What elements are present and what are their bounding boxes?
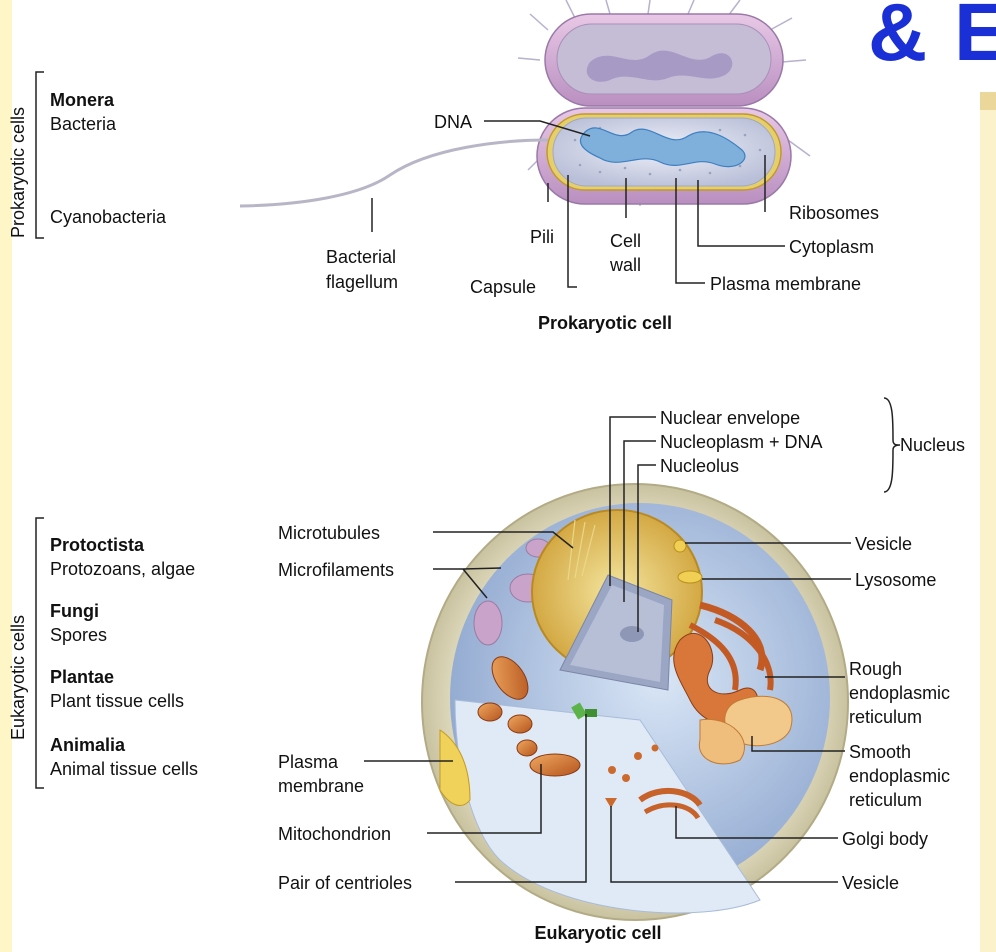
ribosome-dots bbox=[573, 126, 762, 176]
lysosome-shape bbox=[677, 570, 703, 584]
small-vesicles bbox=[605, 744, 659, 808]
microtubule-strands bbox=[567, 519, 596, 581]
kingdom-name-animalia: Animalia bbox=[50, 735, 126, 755]
smooth-er-line1: Smooth bbox=[849, 742, 911, 762]
monera-heading: Monera bbox=[50, 90, 115, 110]
vesicle-shape bbox=[673, 539, 687, 553]
prokaryotic-group-label: Prokaryotic cells bbox=[8, 107, 28, 238]
kingdom-name-fungi: Fungi bbox=[50, 601, 99, 621]
leader-lines bbox=[35, 71, 901, 883]
microfilaments-label: Microfilaments bbox=[278, 560, 394, 580]
cell-wall-label-line1: Cell bbox=[610, 231, 641, 251]
flagellum-label-line1: Bacterial bbox=[326, 247, 396, 267]
ribosomes-label: Ribosomes bbox=[789, 203, 879, 223]
cytoplasm-label: Cytoplasm bbox=[789, 237, 874, 257]
right-accent-panel bbox=[980, 92, 996, 952]
smooth-er-line3: reticulum bbox=[849, 790, 922, 810]
plasma-membrane-label: Plasma membrane bbox=[710, 274, 861, 294]
eukaryotic-group-label: Eukaryotic cells bbox=[8, 615, 28, 740]
cell-wall-label-line2: wall bbox=[609, 255, 641, 275]
centrioles-label: Pair of centrioles bbox=[278, 873, 412, 893]
mitochondrion-label: Mitochondrion bbox=[278, 824, 391, 844]
rough-er-line3: reticulum bbox=[849, 707, 922, 727]
centrioles-shape bbox=[571, 702, 597, 720]
nucleolus-shape bbox=[620, 626, 644, 642]
pili-label: Pili bbox=[530, 227, 554, 247]
kingdom-name-plantae: Plantae bbox=[50, 667, 114, 687]
nucleoplasm-label: Nucleoplasm + DNA bbox=[660, 432, 823, 452]
dna-nucleoid bbox=[579, 127, 746, 168]
upper-cell-dna-shadow bbox=[586, 50, 733, 82]
vesicle-bottom-label: Vesicle bbox=[842, 873, 899, 893]
kingdom-name-protoctista: Protoctista bbox=[50, 535, 145, 555]
rough-er-line2: endoplasmic bbox=[849, 683, 950, 703]
vacuole-1 bbox=[473, 600, 503, 646]
mitochondria-group bbox=[477, 656, 581, 777]
eukaryotic-cell-illustration bbox=[421, 483, 849, 921]
golgi-body-shape bbox=[638, 787, 703, 820]
smooth-er-line2: endoplasmic bbox=[849, 766, 950, 786]
capsule-label: Capsule bbox=[470, 277, 536, 297]
flagellum-label-line2: flagellum bbox=[326, 272, 398, 292]
endoplasmic-reticulum-group bbox=[673, 601, 793, 765]
slide-title-fragment: & E bbox=[868, 0, 996, 78]
eukaryotic-plasma-membrane-line1: Plasma bbox=[278, 752, 339, 772]
bacteria-label: Bacteria bbox=[50, 114, 117, 134]
cyanobacteria-label: Cyanobacteria bbox=[50, 207, 167, 227]
left-accent-strip bbox=[0, 0, 12, 952]
dna-label: DNA bbox=[434, 112, 472, 132]
microtubules-label: Microtubules bbox=[278, 523, 380, 543]
eukaryotic-plasma-membrane-line2: membrane bbox=[278, 776, 364, 796]
kingdom-example-plantae: Plant tissue cells bbox=[50, 691, 184, 711]
eukaryotic-caption: Eukaryotic cell bbox=[534, 923, 661, 943]
kingdom-example-fungi: Spores bbox=[50, 625, 107, 645]
rough-er-line1: Rough bbox=[849, 659, 902, 679]
kingdom-example-protoctista: Protozoans, algae bbox=[50, 559, 195, 579]
golgi-label: Golgi body bbox=[842, 829, 928, 849]
nucleolus-label: Nucleolus bbox=[660, 456, 739, 476]
bacterial-flagellum-shape bbox=[239, 138, 549, 208]
right-accent-panel-header bbox=[980, 92, 996, 110]
nucleoplasm-inner bbox=[570, 585, 664, 682]
plasma-membrane-fold bbox=[439, 729, 471, 806]
nuclear-envelope-label: Nuclear envelope bbox=[660, 408, 800, 428]
lysosome-label: Lysosome bbox=[855, 570, 936, 590]
kingdom-example-animalia: Animal tissue cells bbox=[50, 759, 198, 779]
prokaryotic-cell-illustration bbox=[239, 0, 811, 208]
nucleus-label: Nucleus bbox=[900, 435, 965, 455]
vesicle-top-label: Vesicle bbox=[855, 534, 912, 554]
prokaryotic-caption: Prokaryotic cell bbox=[538, 313, 672, 333]
